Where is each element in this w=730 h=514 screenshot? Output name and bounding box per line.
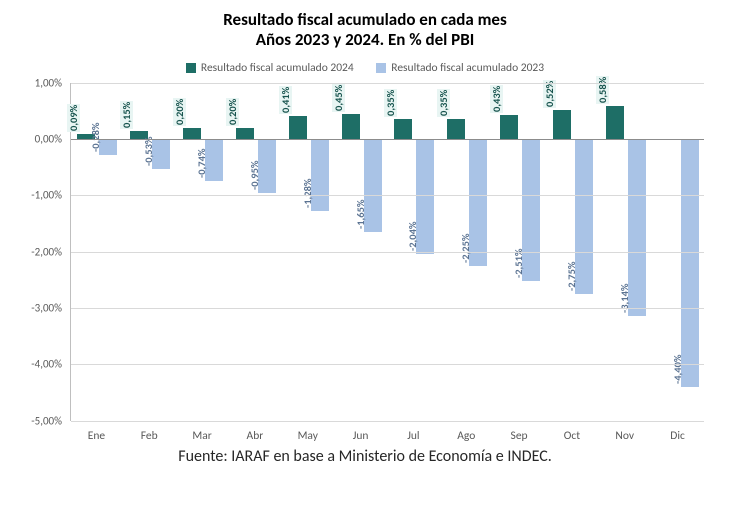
x-tick: Jul bbox=[407, 429, 419, 443]
bar-label-2023: -0,95% bbox=[248, 160, 261, 190]
x-tick: Dic bbox=[670, 429, 685, 443]
gridline bbox=[71, 308, 704, 309]
legend-swatch-2023 bbox=[376, 63, 386, 73]
bar-label-2024: 0,43% bbox=[490, 85, 503, 113]
bar-2024 bbox=[394, 119, 412, 139]
bar-2024 bbox=[553, 110, 571, 139]
bar-label-2023: -4,40% bbox=[671, 354, 684, 384]
x-tick: Oct bbox=[564, 429, 580, 443]
bar-label-2024: 0,09% bbox=[67, 104, 80, 132]
y-tick: -4,00% bbox=[31, 358, 62, 371]
bar-2024 bbox=[183, 128, 201, 139]
title-line-1: Resultado fiscal acumulado en cada mes bbox=[223, 9, 507, 30]
bar-2024 bbox=[236, 128, 254, 139]
bar-label-2023: -1,65% bbox=[354, 200, 367, 230]
y-tick: -5,00% bbox=[31, 414, 62, 427]
plot-area: -5,00%-4,00%-3,00%-2,00%-1,00%0,00%1,00%… bbox=[18, 83, 712, 443]
legend-label-2023: Resultado fiscal acumulado 2023 bbox=[391, 61, 544, 75]
x-tick: Jun bbox=[353, 429, 369, 443]
bar-2024 bbox=[447, 119, 465, 139]
source-text: Fuente: IARAF en base a Ministerio de Ec… bbox=[18, 447, 712, 466]
x-tick: Feb bbox=[141, 429, 158, 443]
x-tick: Mar bbox=[192, 429, 211, 443]
x-tick: Nov bbox=[615, 429, 634, 443]
bar-label-2024: 0,45% bbox=[332, 83, 345, 111]
y-tick: 1,00% bbox=[35, 76, 62, 89]
chart-title: Resultado fiscal acumulado en cada mes A… bbox=[18, 10, 712, 51]
legend-item-2023: Resultado fiscal acumulado 2023 bbox=[376, 61, 544, 75]
x-tick: Abr bbox=[247, 429, 264, 443]
y-tick: -2,00% bbox=[31, 245, 62, 258]
bar-2023 bbox=[681, 139, 699, 387]
legend-item-2024: Resultado fiscal acumulado 2024 bbox=[186, 61, 354, 75]
y-tick: 0,00% bbox=[35, 133, 62, 146]
bar-2024 bbox=[342, 114, 360, 139]
gridline bbox=[71, 252, 704, 253]
bar-2024 bbox=[500, 115, 518, 139]
bar-label-2023: -0,53% bbox=[142, 136, 155, 166]
bar-label-2023: -0,28% bbox=[89, 122, 102, 152]
legend: Resultado fiscal acumulado 2024 Resultad… bbox=[18, 61, 712, 77]
bar-label-2024: 0,35% bbox=[437, 89, 450, 117]
y-axis: -5,00%-4,00%-3,00%-2,00%-1,00%0,00%1,00% bbox=[18, 83, 66, 421]
bar-label-2024: 0,15% bbox=[120, 100, 133, 128]
bar-2024 bbox=[606, 106, 624, 139]
gridline bbox=[71, 139, 704, 140]
bar-label-2023: -0,74% bbox=[195, 148, 208, 178]
gridline bbox=[71, 83, 704, 84]
gridline bbox=[71, 364, 704, 365]
bar-label-2024: 0,20% bbox=[226, 98, 239, 126]
x-tick: Ene bbox=[88, 429, 105, 443]
gridline bbox=[71, 195, 704, 196]
y-tick: -3,00% bbox=[31, 302, 62, 315]
bar-label-2023: -2,04% bbox=[406, 222, 419, 252]
x-tick: Ago bbox=[457, 429, 475, 443]
legend-label-2024: Resultado fiscal acumulado 2024 bbox=[201, 61, 354, 75]
bar-label-2023: -2,75% bbox=[565, 261, 578, 291]
bar-label-2023: -1,28% bbox=[301, 179, 314, 209]
x-tick: Sep bbox=[511, 429, 528, 443]
x-tick: May bbox=[298, 429, 318, 443]
y-tick: -1,00% bbox=[31, 189, 62, 202]
title-line-2: Años 2023 y 2024. En % del PBI bbox=[256, 29, 475, 50]
bar-2024 bbox=[289, 116, 307, 139]
plot: 0,09% -0,28% 0,15% -0,53% 0,20% -0,74% 0,20% -0… bbox=[70, 83, 704, 421]
chart-container: Resultado fiscal acumulado en cada mes A… bbox=[0, 0, 730, 514]
legend-swatch-2024 bbox=[186, 63, 196, 73]
bar-label-2023: -2,25% bbox=[459, 233, 472, 263]
bar-label-2024: 0,58% bbox=[596, 76, 609, 104]
bar-label-2024: 0,20% bbox=[173, 98, 186, 126]
bar-2023 bbox=[99, 139, 117, 155]
bar-label-2024: 0,41% bbox=[279, 86, 292, 114]
bar-label-2024: 0,35% bbox=[384, 89, 397, 117]
gridline bbox=[71, 421, 704, 422]
x-axis: Ene Feb Mar Abr May Jun Jul Ago Sep Oct Nov Dic bbox=[70, 423, 704, 443]
bar-2023 bbox=[416, 139, 434, 254]
